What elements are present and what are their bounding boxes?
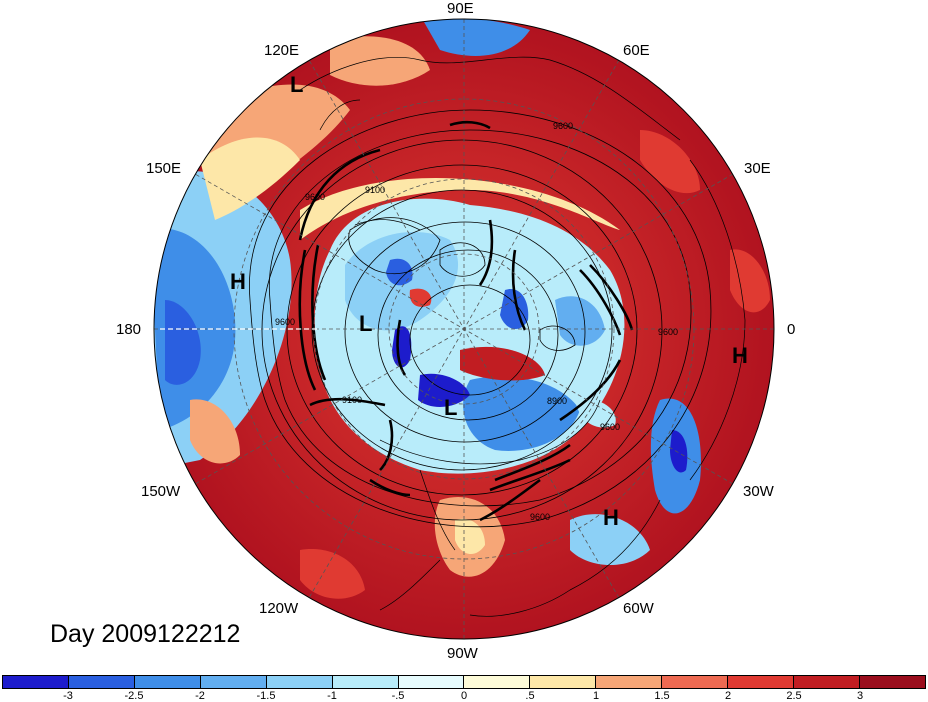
lon-label-60w: 60W xyxy=(623,600,654,617)
contour-label: 9600 xyxy=(275,317,295,327)
color-bar-segment xyxy=(794,676,860,688)
color-bar-segment xyxy=(596,676,663,688)
lon-label-30w: 30W xyxy=(743,483,774,500)
lon-label-120e: 120E xyxy=(264,42,300,59)
color-bar-tick-label: .5 xyxy=(525,690,535,702)
color-bar-segment xyxy=(134,676,201,688)
lon-label-180: 180 xyxy=(116,321,142,338)
color-bar-tick-label: 2 xyxy=(724,690,732,702)
contour-label: 9600 xyxy=(600,422,620,432)
color-bar xyxy=(2,675,926,689)
color-bar-segment xyxy=(200,676,267,688)
color-bar-tick-label: -3 xyxy=(63,690,73,702)
color-bar-segment xyxy=(68,676,135,688)
color-bar-segment xyxy=(728,676,795,688)
contour-label: 9600 xyxy=(553,121,573,131)
low-pressure-marker: L xyxy=(359,311,373,336)
contour-label: 9600 xyxy=(658,327,678,337)
coastlines xyxy=(299,56,746,617)
lon-label-60e: 60E xyxy=(623,42,650,59)
color-bar-tick-label: 1 xyxy=(592,690,600,702)
high-pressure-marker: H xyxy=(732,343,748,368)
color-bar-segment xyxy=(266,676,333,688)
lon-label-90w: 90W xyxy=(447,645,478,662)
map-border xyxy=(153,18,775,640)
color-bar-tick-label: 1.5 xyxy=(654,690,670,702)
color-bar-tick-label: -2.5 xyxy=(124,690,144,702)
color-bar-tick-label: -1.5 xyxy=(256,690,276,702)
polar-stereographic-map: 9600 9600 9600 9600 8900 9100 9100 9600 … xyxy=(153,18,775,640)
color-bar-tick-label: -2 xyxy=(195,690,205,702)
lon-label-0: 0 xyxy=(787,321,796,338)
lon-label-150w: 150W xyxy=(141,483,181,500)
color-bar-tick-label: 3 xyxy=(856,690,864,702)
color-bar-tick-label: 0 xyxy=(460,690,468,702)
color-bar-segment xyxy=(530,676,597,688)
color-bar-segment xyxy=(464,676,531,688)
lon-label-150e: 150E xyxy=(146,160,182,177)
color-bar-tick-label: 2.5 xyxy=(786,690,802,702)
contour-label: 9600 xyxy=(530,512,550,522)
contour-label: 8900 xyxy=(547,396,567,406)
color-bar-segment xyxy=(332,676,399,688)
lon-label-90e: 90E xyxy=(447,0,474,17)
contour-label: 9600 xyxy=(305,192,325,202)
color-bar-tick-label: -.5 xyxy=(391,690,405,702)
contour-value-labels: 9600 9600 9600 9600 8900 9100 9100 9600 … xyxy=(275,121,678,522)
low-pressure-marker: L xyxy=(290,72,304,97)
color-bar-segment xyxy=(398,676,465,688)
contour-label: 9100 xyxy=(342,395,362,405)
low-pressure-marker: L xyxy=(444,395,458,420)
high-pressure-marker: H xyxy=(603,505,619,530)
lon-label-30e: 30E xyxy=(744,160,771,177)
color-bar-tick-label: -1 xyxy=(327,690,337,702)
high-pressure-marker: H xyxy=(230,269,246,294)
color-bar-segment xyxy=(859,676,925,688)
day-title: Day 2009122212 xyxy=(50,620,241,648)
color-bar-segment xyxy=(662,676,729,688)
jet-stream-contours xyxy=(298,120,634,522)
lon-label-120w: 120W xyxy=(259,600,299,617)
contour-label: 9100 xyxy=(365,185,385,195)
color-bar-segment xyxy=(3,676,69,688)
